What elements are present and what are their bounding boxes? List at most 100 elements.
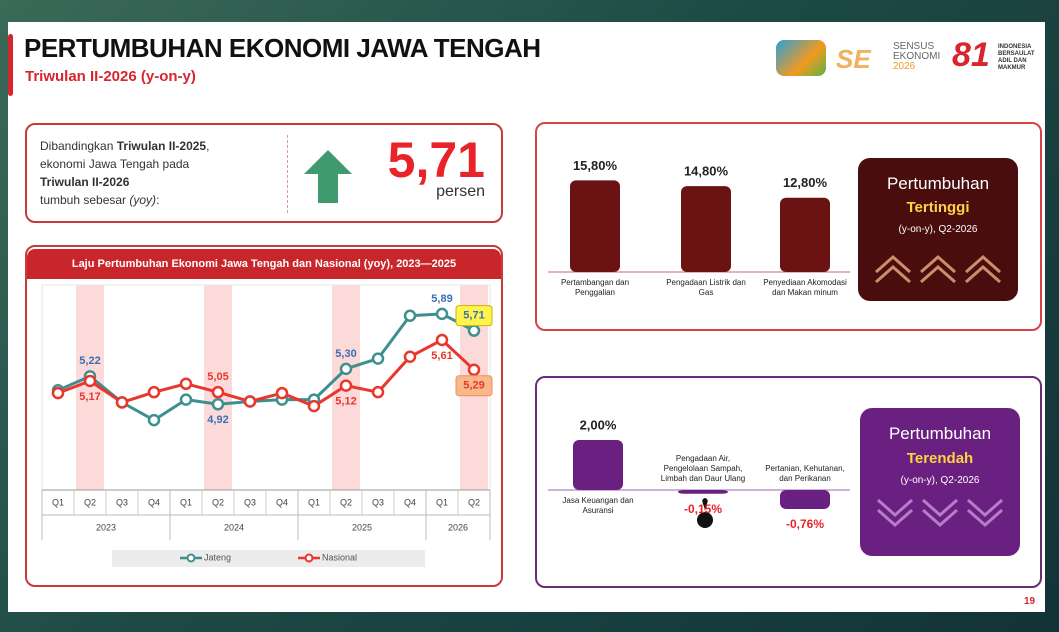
summary-line: tumbuh sebesar (yoy):: [40, 191, 209, 209]
series-point: [115, 396, 129, 409]
series-point: [371, 385, 385, 399]
x-tick-label: Q1: [180, 497, 192, 507]
sector-label: Pengadaan Listrik dan Gas: [666, 278, 746, 297]
series-point: [307, 399, 321, 413]
text: ,: [206, 139, 210, 153]
motto-line: ADIL DAN: [998, 58, 1027, 64]
sector-value: 15,80%: [573, 158, 618, 173]
chevron: [877, 508, 913, 528]
chevron: [967, 498, 1003, 518]
badge-emphasis: Terendah: [906, 450, 974, 467]
sensus-line: SENSUS: [893, 41, 935, 52]
chevron: [922, 508, 958, 528]
sensus-line: 2026: [893, 61, 916, 72]
sector-label: Penyediaan Akomodasi dan Makan minum: [763, 278, 847, 297]
badge-heading: Pertumbuhan: [888, 424, 992, 443]
x-tick-label: Q1: [308, 497, 320, 507]
series-point: [179, 377, 193, 391]
x-tick-label: Q3: [372, 497, 384, 507]
x-tick-label: Q2: [468, 497, 480, 507]
text: :: [156, 193, 160, 207]
bold-text: Triwulan II-2025: [116, 139, 207, 153]
page-number: 19: [1024, 596, 1036, 607]
year-label: 2023: [96, 522, 116, 532]
up-chevrons: [875, 254, 1001, 284]
year-label: 2025: [352, 522, 372, 532]
chevron: [965, 254, 1001, 274]
drop-icon: [702, 498, 708, 512]
motto-line: MAKMUR: [998, 65, 1026, 71]
x-tick-label: Q4: [148, 497, 160, 507]
sensus-text: SENSUS EKONOMI 2026: [893, 42, 940, 72]
series-point: [211, 385, 225, 399]
sector-bar: [570, 180, 620, 272]
divider: [287, 135, 288, 213]
year-label: 2024: [224, 522, 244, 532]
legend-marker: [304, 553, 314, 563]
motto: INDONESIA BERSAULAT ADIL DAN MAKMUR: [998, 44, 1035, 72]
sector-value: 2,00%: [580, 417, 617, 432]
x-tick-label: Q2: [84, 497, 96, 507]
data-label: 5,89: [431, 293, 452, 305]
data-label: 5,71: [463, 310, 484, 322]
chevron: [920, 254, 956, 274]
series-point: [339, 362, 353, 376]
data-label: 5,30: [335, 348, 356, 360]
chart-box: [25, 245, 503, 587]
summary-line: Dibandingkan Triwulan II-2025,: [40, 137, 209, 155]
x-tick-label: Q4: [404, 497, 416, 507]
x-tick-label: Q3: [116, 497, 128, 507]
chevron: [875, 264, 911, 284]
series-line: [57, 338, 476, 408]
series-point: [275, 386, 289, 400]
series-point: [179, 393, 193, 406]
data-label: 5,17: [79, 391, 100, 403]
data-label: 5,22: [79, 355, 100, 367]
summary-text: Dibandingkan Triwulan II-2025, ekonomi J…: [40, 137, 209, 209]
chevron: [875, 254, 911, 274]
sector-bar: [573, 440, 623, 490]
sector-bar: [780, 197, 830, 272]
data-label: 4,92: [207, 414, 228, 426]
sensus-line: EKONOMI: [893, 51, 941, 62]
series-point: [51, 386, 65, 400]
sector-value: 12,80%: [783, 175, 828, 190]
summary-box: [25, 123, 503, 223]
down-chevrons: [877, 498, 1003, 528]
se-logo: SE: [836, 44, 871, 74]
motto-line: BERSAULAT: [998, 51, 1035, 57]
series-point: [467, 324, 481, 337]
subtitle: Triwulan II-2026 (y-on-y): [25, 68, 196, 85]
x-tick-label: Q2: [340, 497, 352, 507]
chevron: [967, 508, 1003, 528]
legend-label: Nasional: [322, 552, 357, 562]
sector-value: 14,80%: [684, 164, 729, 179]
x-tick-label: Q4: [276, 497, 288, 507]
series-point: [147, 385, 161, 399]
chevron: [922, 498, 958, 518]
year-label: 2026: [448, 522, 468, 532]
series-point: [435, 333, 449, 347]
highest-badge: [858, 158, 1018, 301]
series-point: [147, 413, 161, 427]
data-label: 5,29: [463, 380, 484, 392]
chevron: [965, 264, 1001, 284]
x-tick-label: Q3: [244, 497, 256, 507]
x-tick-label: Q1: [52, 497, 64, 507]
label-box: [455, 305, 493, 327]
headline-unit: persen: [436, 183, 485, 200]
legend-marker: [186, 553, 196, 563]
series-point: [339, 379, 353, 392]
sector-label: Pertambangan dan Penggalian: [560, 278, 630, 297]
sector-bar: [681, 186, 731, 272]
series-point: [467, 363, 481, 377]
badge-period: (y-on-y), Q2-2026: [900, 475, 980, 486]
lowest-badge: [860, 408, 1020, 556]
up-arrow: [304, 150, 352, 203]
data-label: 5,05: [207, 371, 228, 383]
chevron: [877, 498, 913, 518]
sector-label: Jasa Keuangan dan Asuransi: [562, 496, 634, 515]
sector-value: -0,15%: [684, 502, 722, 516]
chart-title: Laju Pertumbuhan Ekonomi Jawa Tengah dan…: [27, 249, 501, 279]
